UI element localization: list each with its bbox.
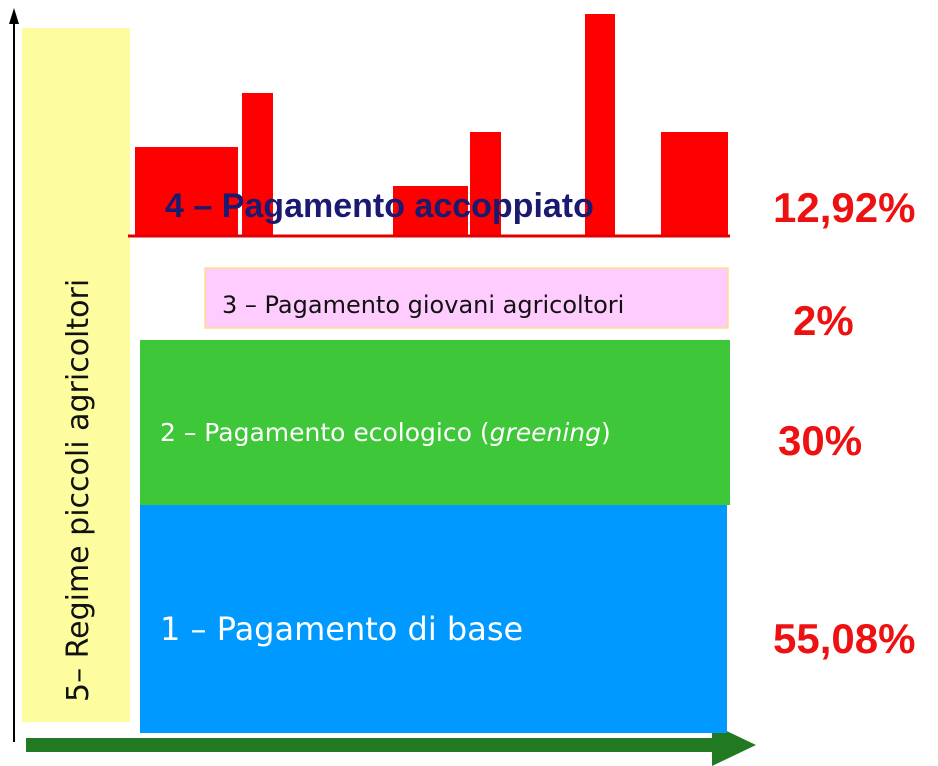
deco-bar xyxy=(585,14,615,235)
tier-label: 1 – Pagamento di base xyxy=(160,610,523,648)
deco-bar xyxy=(135,147,238,235)
label-emphasis: greening xyxy=(490,418,601,447)
tier-label: 4 – Pagamento accoppiato xyxy=(165,187,594,225)
deco-bar xyxy=(393,186,468,235)
horizontal-arrow xyxy=(26,738,716,752)
basic-payment-box xyxy=(140,505,727,733)
deco-bar xyxy=(470,132,501,235)
label-part: ) xyxy=(601,418,611,447)
small-farmers-box xyxy=(22,28,130,722)
tier-share: 30% xyxy=(778,417,862,464)
tier-share: 12,92% xyxy=(773,184,915,231)
young-farmers-box xyxy=(204,267,729,329)
tier-label: 2 – Pagamento ecologico (greening) xyxy=(160,418,611,447)
deco-bar xyxy=(242,93,273,235)
tier-share: 55,08% xyxy=(773,615,915,662)
greening-box xyxy=(140,340,730,505)
tier-share: 2% xyxy=(793,297,854,344)
deco-bar xyxy=(661,132,728,235)
tier-label: 3 – Pagamento giovani agricoltori xyxy=(222,291,624,319)
side-label: 5– Regime piccoli agricoltori xyxy=(61,279,96,702)
axis-arrowhead xyxy=(9,8,19,24)
arrow-head xyxy=(712,724,756,766)
label-part: 2 – Pagamento ecologico ( xyxy=(160,418,490,447)
coupled-bars xyxy=(135,14,728,235)
